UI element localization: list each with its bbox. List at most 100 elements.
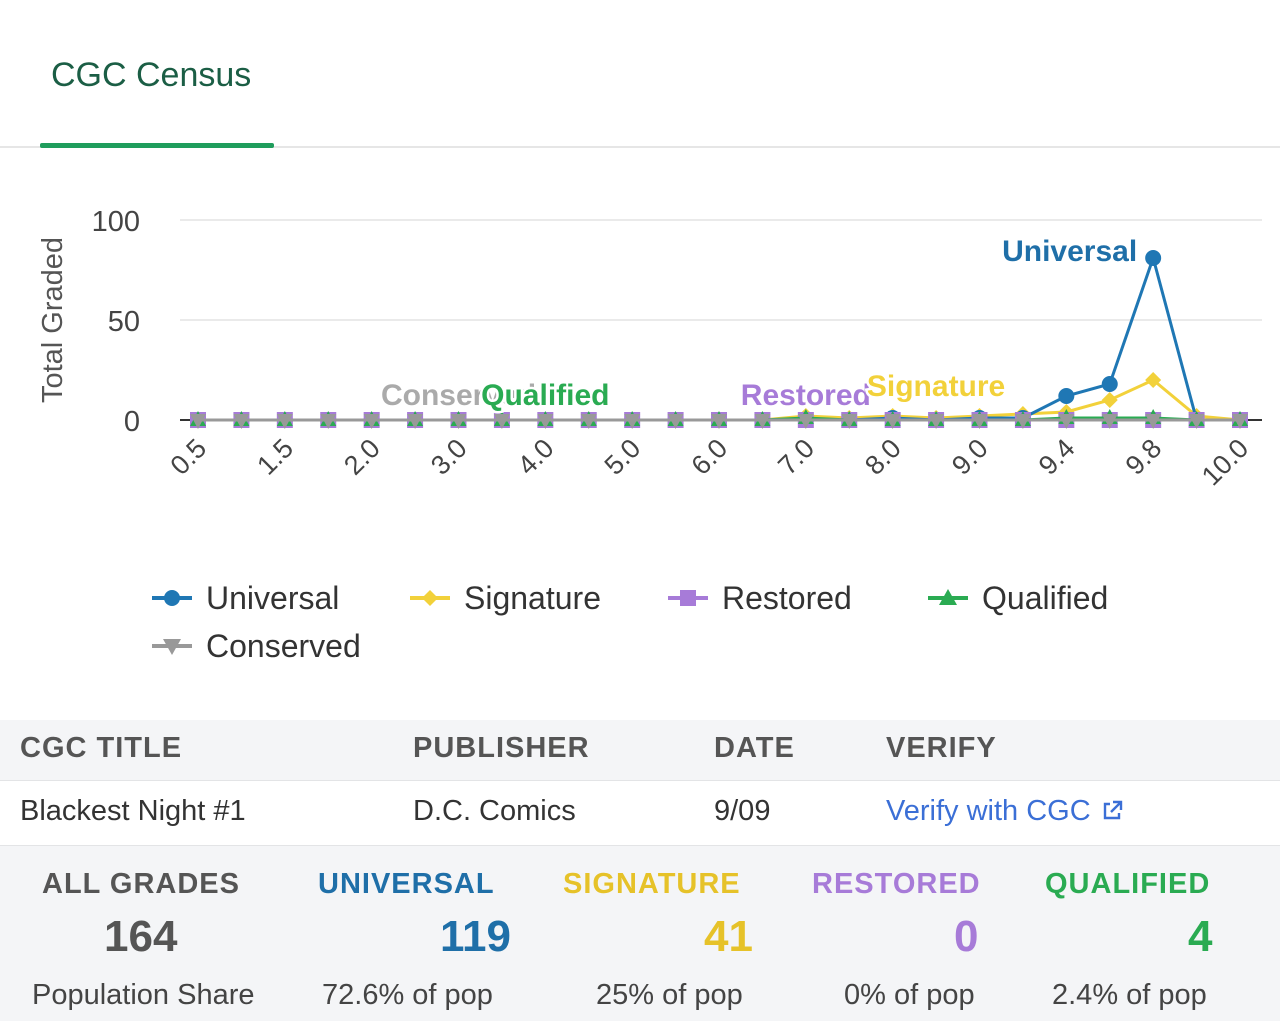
data-point (276, 414, 293, 429)
data-point (1145, 372, 1162, 388)
stat-share: Population Share (32, 979, 255, 1011)
data-point (493, 414, 510, 429)
data-point (233, 414, 250, 429)
data-point (1232, 414, 1248, 429)
y-tick-label: 50 (108, 306, 140, 338)
series-universal (190, 250, 1248, 428)
x-tick-label: 8.0 (859, 433, 907, 481)
stat-label: QUALIFIED (1045, 868, 1211, 900)
y-tick-labels: 0 50 100 (92, 206, 140, 438)
data-point (407, 414, 424, 429)
x-tick-label: 1.5 (251, 433, 299, 481)
legend-label: Signature (464, 579, 601, 616)
header-publisher: PUBLISHER (413, 732, 590, 764)
x-tick-label: 9.0 (946, 433, 994, 481)
tab-bar: CGC Census (0, 0, 1280, 148)
legend-item-universal[interactable]: Universal (150, 576, 339, 620)
data-point (1145, 250, 1162, 266)
y-tick-label: 100 (92, 206, 140, 238)
y-axis-label: Total Graded (37, 237, 69, 403)
conserved-marker-icon (152, 639, 192, 655)
comic-title: Blackest Night #1 (20, 795, 246, 827)
universal-marker-icon (152, 590, 192, 606)
stat-value: 4 (1188, 912, 1213, 961)
x-tick-label: 6.0 (685, 433, 733, 481)
data-point (624, 414, 641, 429)
legend-item-qualified[interactable]: Qualified (926, 576, 1108, 620)
data-point (711, 414, 727, 429)
series-label-restored: Restored (741, 379, 871, 412)
legend-label: Qualified (982, 579, 1109, 616)
external-link-icon (1103, 800, 1122, 820)
data-point (754, 414, 771, 429)
y-tick-label: 0 (124, 406, 140, 438)
x-tick-label: 0.5 (164, 433, 212, 481)
data-point (1188, 414, 1205, 429)
restored-marker-icon (668, 590, 708, 606)
data-point (363, 414, 380, 429)
legend-label: Universal (206, 579, 340, 616)
data-point (971, 414, 988, 429)
data-point (1058, 388, 1075, 404)
header-verify: VERIFY (886, 732, 997, 764)
series-label-conserved: Conserved (381, 379, 536, 412)
data-point (320, 414, 337, 429)
x-tick-label: 4.0 (512, 433, 560, 481)
series-label-universal: Universal (1002, 235, 1137, 268)
data-point (841, 414, 858, 429)
stat-label: RESTORED (812, 868, 981, 900)
stat-value: 164 (104, 912, 178, 961)
data-point (1101, 414, 1118, 429)
publisher-name: D.C. Comics (413, 795, 576, 827)
x-tick-label: 2.0 (338, 433, 386, 481)
legend-label: Conserved (206, 627, 361, 664)
x-tick-label: 5.0 (599, 433, 647, 481)
data-point (450, 414, 467, 429)
active-tab-indicator (40, 143, 274, 148)
legend-item-signature[interactable]: Signature (408, 576, 601, 620)
series-conserved (190, 414, 1248, 429)
stat-value: 41 (704, 912, 753, 961)
legend-item-restored[interactable]: Restored (666, 576, 852, 620)
data-point (1058, 414, 1075, 429)
table-header-row: CGC TITLE PUBLISHER DATE VERIFY (0, 720, 1280, 781)
header-date: DATE (714, 732, 795, 764)
legend-item-conserved[interactable]: Conserved (150, 624, 361, 668)
table-row: Blackest Night #1 D.C. Comics 9/09 Verif… (0, 781, 1280, 846)
series-line (198, 252, 1240, 422)
series-label-signature: Signature (867, 370, 1005, 403)
stat-share: 72.6% of pop (322, 979, 493, 1011)
data-point (667, 414, 684, 429)
data-point (797, 414, 814, 429)
data-point (1101, 392, 1118, 408)
data-point (580, 414, 597, 429)
stat-share: 0% of pop (844, 979, 975, 1011)
tab-label: CGC Census (51, 56, 252, 94)
data-point (537, 414, 554, 429)
header-cgc-title: CGC TITLE (20, 732, 183, 764)
data-point (1014, 414, 1031, 429)
publish-date: 9/09 (714, 795, 771, 827)
stat-value: 119 (440, 912, 511, 961)
data-point (190, 414, 206, 429)
stat-label: ALL GRADES (42, 868, 240, 900)
data-point (884, 414, 901, 429)
x-tick-label: 9.8 (1120, 433, 1168, 481)
census-chart: 0 50 100 Total Graded 0.5 1.5 2.0 3.0 4.0 5.0 6.… (37, 206, 1262, 491)
x-tick-label: 3.0 (425, 433, 473, 481)
stat-label: SIGNATURE (563, 868, 741, 900)
data-point (928, 414, 945, 429)
tab-cgc-census[interactable]: CGC Census (40, 0, 274, 148)
stat-share: 25% of pop (596, 979, 743, 1011)
signature-marker-icon (410, 590, 450, 606)
x-tick-labels: 0.5 1.5 2.0 3.0 4.0 5.0 6.0 7.0 8.0 9.0 9.4 9.8 10.0 (164, 433, 1254, 491)
chart-series (190, 250, 1248, 429)
x-tick-label: 9.4 (1033, 433, 1081, 481)
series-label-qualified: Qualified (481, 379, 609, 412)
verify-with-cgc-link[interactable]: Verify with CGC (886, 795, 1123, 828)
chart-legend: Universal Signature Restored Qualified C… (150, 572, 1250, 682)
census-info-table: CGC TITLE PUBLISHER DATE VERIFY Blackest… (0, 720, 1280, 846)
stat-value: 0 (954, 912, 979, 961)
legend-label: Restored (722, 579, 852, 616)
